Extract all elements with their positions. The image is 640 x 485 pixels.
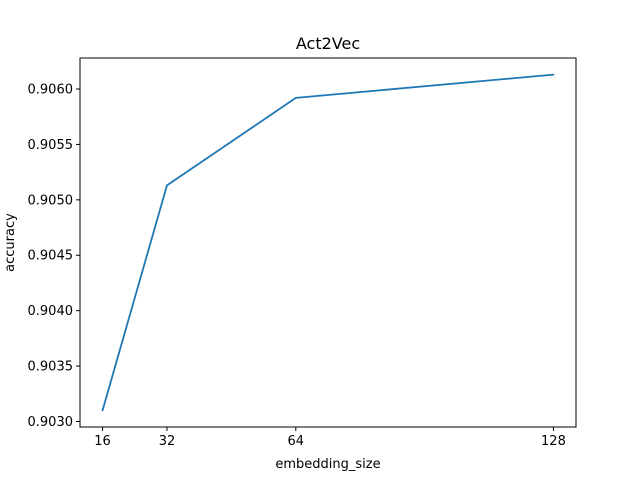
y-tick-label: 0.9030 [28,415,74,430]
x-axis-label: embedding_size [275,457,380,472]
data-point [294,96,297,99]
x-tick-label: 16 [94,434,111,449]
y-tick-label: 0.9060 [28,83,74,98]
y-axis-label: accuracy [3,213,18,272]
data-point [101,409,104,412]
y-tick-label: 0.9040 [28,304,74,319]
x-tick-label: 128 [541,434,566,449]
y-tick-label: 0.9035 [28,360,74,375]
y-tick-label: 0.9045 [28,249,74,264]
plot-area: 16 32 64 128 0.9030 0.9035 0.9040 0.9045 0.9050 0… [28,73,566,449]
data-point [166,184,168,187]
accuracy-line [101,73,554,411]
chart-title: Act2Vec [296,34,360,53]
plot-frame [79,57,577,428]
y-tick-label: 0.9050 [28,193,74,208]
x-tick-label: 64 [288,434,305,449]
y-tick-label: 0.9055 [28,138,74,153]
data-point [552,73,555,76]
x-tick-label: 32 [159,434,176,449]
